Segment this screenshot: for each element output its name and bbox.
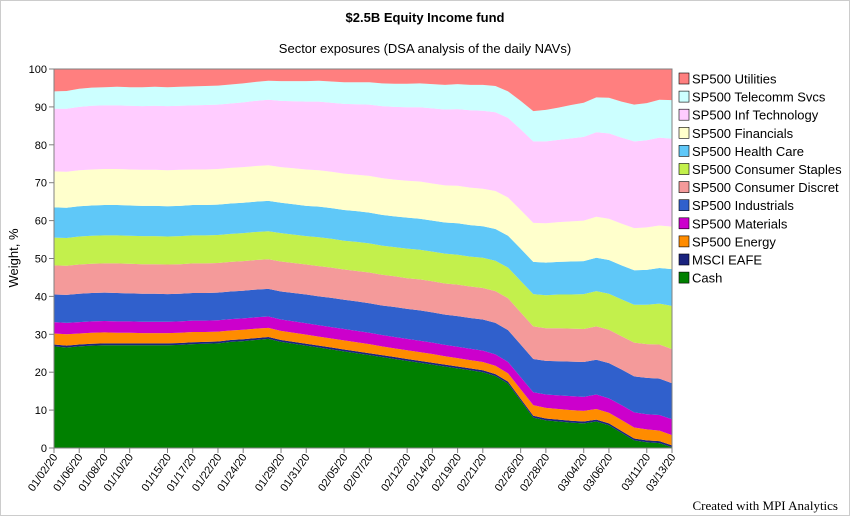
legend-label-sp500-consumer-discret: SP500 Consumer Discret [692,180,839,195]
area-series-sp500-energy [54,327,672,446]
legend-swatch-cash [678,271,690,284]
y-tick-label: 30 [35,329,47,341]
y-axis-label: Weight, % [6,228,21,287]
y-tick-label: 50 [35,254,47,266]
area-series-group [54,69,672,448]
area-series-cash [54,338,672,448]
legend-label-sp500-utilities: SP500 Utilities [692,72,777,87]
y-tick-label: 80 [35,140,47,152]
credit-text: Created with MPI Analytics [692,498,838,513]
y-tick-label: 90 [35,102,47,114]
legend-label-sp500-energy: SP500 Energy [692,234,776,249]
y-tick-label: 100 [29,64,47,76]
legend-label-sp500-industrials: SP500 Industrials [692,198,794,213]
area-series-sp500-utilities [54,69,672,112]
area-series-sp500-telecomm-svcs [54,80,672,142]
legend-swatch-sp500-utilities [678,72,690,85]
legend-swatch-sp500-consumer-staples [678,163,690,175]
area-series-sp500-consumer-staples [54,231,672,350]
legend-swatch-sp500-inf-technology [678,108,690,121]
legend-label-sp500-health-care: SP500 Health Care [692,144,804,159]
legend-label-sp500-telecomm-svcs: SP500 Telecomm Svcs [692,90,826,105]
chart-title: $2.5B Equity Income fund [346,10,505,25]
legend-swatch-sp500-financials [678,127,690,139]
y-axis: 0 10 20 30 40 50 60 70 80 90 100 [29,64,54,455]
y-tick-label: 40 [35,291,47,303]
y-tick-label: 20 [35,367,47,379]
area-series-sp500-consumer-discret [54,259,672,384]
legend-label-msci-eafe: MSCI EAFE [692,253,762,268]
y-tick-label: 10 [35,405,47,417]
area-series-sp500-health-care [54,200,672,306]
legend-label-sp500-financials: SP500 Financials [692,126,794,141]
legend-swatch-sp500-telecomm-svcs [678,90,690,103]
area-series-sp500-financials [54,165,672,271]
legend-swatch-sp500-health-care [678,145,690,157]
area-series-sp500-industrials [54,288,672,420]
legend-swatch-sp500-energy [678,235,690,248]
legend-swatch-sp500-consumer-discret [678,181,690,193]
area-series-sp500-materials [54,316,672,436]
y-tick-label: 0 [41,443,47,455]
legend-swatch-sp500-materials [678,217,690,230]
area-series-sp500-inf-technology [54,99,672,229]
legend-swatch-msci-eafe [678,253,690,266]
y-tick-label: 70 [35,178,47,190]
chart-subtitle: Sector exposures (DSA analysis of the da… [279,41,571,56]
legend-label-cash: Cash [692,271,722,286]
legend: SP500 Utilities SP500 Telecomm Svcs SP500 … [678,72,842,286]
legend-label-sp500-consumer-staples: SP500 Consumer Staples [692,162,842,177]
legend-swatch-sp500-industrials [678,199,690,211]
legend-label-sp500-materials: SP500 Materials [692,216,788,231]
legend-label-sp500-inf-technology: SP500 Inf Technology [692,108,819,123]
y-tick-label: 60 [35,216,47,228]
